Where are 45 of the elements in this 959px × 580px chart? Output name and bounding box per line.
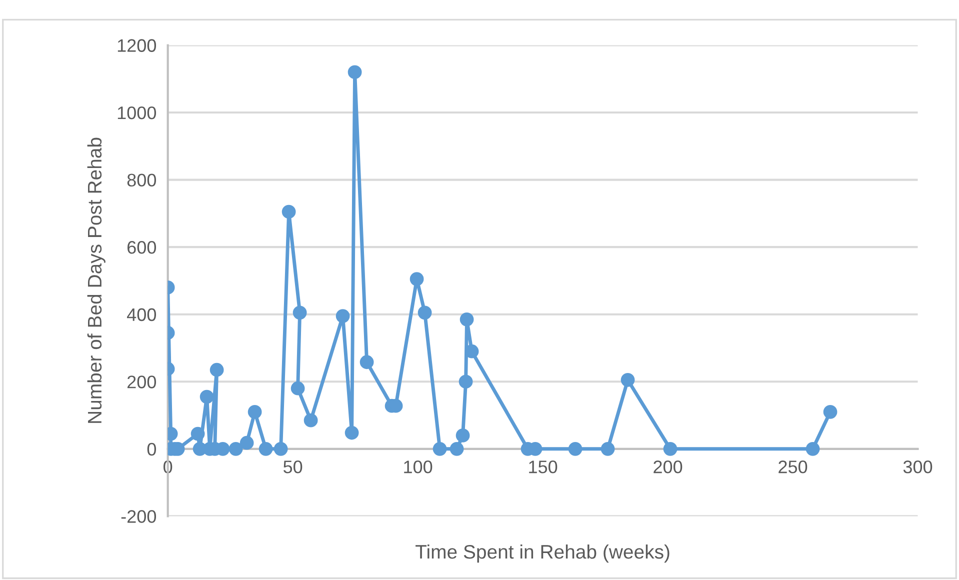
point: [410, 272, 424, 286]
point: [200, 390, 214, 404]
y-tick-label: -200: [121, 510, 156, 523]
x-tick-label: 150: [529, 460, 558, 474]
point: [290, 381, 305, 396]
point: [274, 442, 288, 456]
x-tick-label: 200: [654, 460, 682, 474]
y-axis-title: Number of Bed Days Post Rehab: [87, 138, 106, 423]
point: [304, 413, 318, 428]
point: [450, 442, 464, 456]
point: [282, 204, 296, 219]
x-tick-label: 300: [903, 460, 932, 474]
point: [806, 442, 820, 456]
point: [460, 312, 474, 326]
x-tick-label: 250: [778, 460, 808, 474]
point: [418, 306, 432, 320]
point: [344, 426, 359, 440]
point: [258, 442, 273, 456]
y-tick-label: 0: [147, 442, 156, 456]
point: [600, 442, 615, 456]
y-tick-label: 600: [128, 241, 156, 254]
point: [568, 442, 582, 456]
point: [190, 426, 205, 441]
x-tick-label: 100: [404, 460, 432, 474]
y-tick-label: 1000: [118, 106, 156, 120]
point: [663, 442, 678, 456]
y-tick-label: 400: [127, 308, 156, 322]
y-tick-label: 1200: [118, 39, 156, 52]
x-tick-label: 50: [283, 460, 302, 474]
point: [240, 436, 254, 450]
x-axis-title: Time Spent in Rehab (weeks): [416, 544, 670, 563]
point: [432, 442, 447, 456]
point: [292, 306, 307, 320]
point: [336, 309, 350, 323]
point: [210, 362, 224, 377]
point: [228, 442, 243, 456]
point: [360, 355, 374, 370]
point: [456, 428, 470, 442]
point: [248, 404, 262, 419]
point: [348, 65, 362, 80]
y-tick-label: 200: [128, 376, 156, 388]
point: [458, 374, 473, 389]
y-tick-label: 800: [127, 174, 156, 187]
point: [620, 373, 635, 387]
point: [823, 404, 838, 419]
